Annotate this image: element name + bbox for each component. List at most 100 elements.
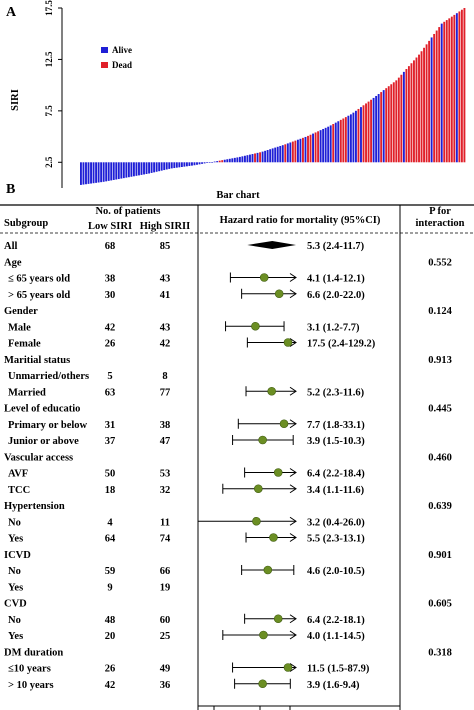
- ci-arrow: [289, 484, 297, 494]
- bar: [125, 162, 128, 178]
- row-label: Yes: [8, 534, 23, 545]
- bar: [299, 138, 302, 163]
- ci-arrow: [289, 289, 297, 299]
- high-count: 11: [160, 517, 170, 528]
- hr-text: 3.1 (1.2-7.7): [307, 322, 360, 333]
- bar: [85, 162, 87, 185]
- bar: [198, 162, 201, 165]
- bar: [180, 162, 183, 167]
- hr-text: 5.3 (2.4-11.7): [307, 241, 365, 252]
- panel-a-label: A: [6, 5, 17, 20]
- bar: [216, 161, 219, 163]
- bar: [153, 162, 156, 173]
- bar: [90, 162, 92, 184]
- hr-text: 4.6 (2.0-10.5): [307, 566, 365, 577]
- y-tick-label: 2.5: [44, 156, 54, 168]
- bar: [120, 162, 123, 179]
- bar: [193, 162, 196, 166]
- forest-plot: All 68 85 5.3 (2.4-11.7)Age 0.552≤ 65 years …: [4, 241, 453, 691]
- bar: [168, 162, 171, 169]
- bar: [460, 9, 463, 163]
- row-label: All: [4, 241, 18, 252]
- hr-text: 6.4 (2.2-18.1): [307, 615, 365, 626]
- bar: [402, 71, 405, 163]
- bar: [347, 115, 350, 163]
- bar: [407, 66, 410, 163]
- bar: [302, 137, 304, 163]
- ci-arrow: [289, 630, 297, 640]
- high-count: 25: [160, 631, 171, 642]
- low-count: 64: [105, 534, 116, 545]
- bar: [274, 147, 277, 163]
- row-label: CVD: [4, 599, 27, 610]
- bar: [423, 47, 425, 163]
- panel-b-label: B: [6, 182, 15, 197]
- row-label: No: [8, 517, 21, 528]
- y-axis-label: SIRI: [10, 89, 21, 111]
- bar: [443, 21, 446, 163]
- hr-text: 5.5 (2.3-13.1): [307, 534, 365, 545]
- bar: [365, 103, 367, 163]
- bar: [362, 105, 365, 163]
- bar: [425, 44, 428, 163]
- legend: Alive Dead: [101, 45, 132, 70]
- bar: [243, 155, 246, 163]
- hr-text: 3.2 (0.4-26.0): [307, 517, 365, 528]
- high-count: 77: [160, 387, 171, 398]
- legend-dead-swatch: [101, 62, 108, 68]
- bar: [344, 117, 347, 163]
- bar: [249, 154, 251, 163]
- bar: [430, 37, 433, 163]
- bar: [357, 108, 360, 163]
- row-label: ≤10 years: [8, 664, 51, 675]
- bar: [228, 158, 231, 163]
- bar: [286, 143, 289, 163]
- x-ticks-b: [197, 706, 291, 710]
- legend-alive-label: Alive: [112, 45, 132, 55]
- p-value: 0.124: [428, 306, 452, 317]
- bar: [370, 99, 373, 163]
- bar: [349, 114, 352, 163]
- bar: [354, 110, 357, 163]
- low-count: 50: [105, 469, 116, 480]
- bar: [337, 121, 340, 163]
- bar: [117, 162, 120, 180]
- bar: [448, 18, 451, 163]
- bar: [211, 162, 214, 163]
- low-count: 26: [105, 664, 116, 675]
- bar: [158, 162, 161, 172]
- bar: [196, 162, 198, 165]
- bar: [183, 162, 186, 167]
- hr-text: 7.7 (1.8-33.1): [307, 420, 365, 431]
- high-count: 47: [160, 436, 171, 447]
- hr-text: 11.5 (1.5-87.9): [307, 664, 370, 675]
- high-count: 8: [162, 371, 167, 382]
- bar: [342, 118, 345, 163]
- hr-point: [273, 468, 283, 477]
- hr-text: 3.9 (1.6-9.4): [307, 680, 360, 691]
- bar: [334, 122, 337, 163]
- bar: [261, 151, 264, 163]
- high-count: 53: [160, 469, 171, 480]
- y-tick-label: 12.5: [44, 51, 54, 67]
- low-count: 4: [107, 517, 113, 528]
- low-count: 42: [105, 680, 116, 691]
- hr-text: 4.0 (1.1-14.5): [307, 631, 365, 642]
- hr-point: [269, 533, 278, 542]
- bar: [254, 153, 256, 163]
- bar: [314, 132, 317, 163]
- hr-point: [283, 663, 293, 672]
- ci-arrow: [289, 468, 297, 477]
- header-hr: Hazard ratio for mortality (95%CI): [220, 215, 381, 226]
- bar: [281, 145, 284, 163]
- bar: [226, 159, 229, 163]
- row-label: Maritial status: [4, 355, 70, 366]
- bar: [160, 162, 163, 171]
- hr-point: [258, 679, 267, 689]
- bar: [112, 162, 115, 180]
- ci-arrow: [289, 516, 297, 526]
- bar: [450, 16, 453, 163]
- bar: [150, 162, 153, 173]
- bar: [433, 33, 436, 163]
- low-count: 31: [105, 420, 116, 431]
